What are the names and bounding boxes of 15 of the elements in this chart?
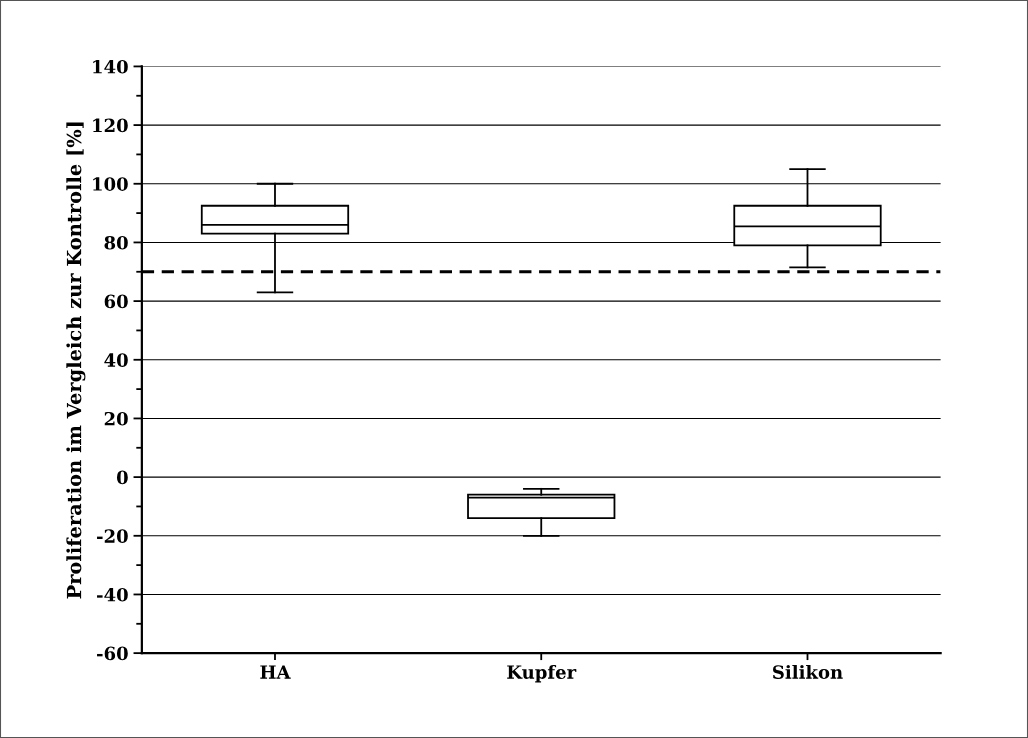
y-axis-title: Proliferation im Vergleich zur Kontrolle [%]	[66, 122, 86, 599]
y-tick-label: 0	[116, 470, 128, 485]
y-tick-label: 60	[104, 294, 128, 309]
y-tick-label: 100	[93, 177, 128, 191]
y-tick-label: -20	[97, 529, 128, 543]
y-tick-label: 80	[104, 235, 128, 250]
y-tick-label: -60	[97, 646, 128, 661]
x-tick-label: Silikon	[773, 664, 843, 679]
x-tick-label: HA	[260, 665, 291, 679]
y-tick-label: 120	[93, 118, 128, 133]
y-tick-label: 20	[104, 411, 128, 426]
y-tick-label: -40	[97, 587, 128, 602]
x-tick-label: Kupfer	[507, 664, 577, 683]
y-tick-label: 140	[93, 59, 128, 74]
y-tick-label: 40	[104, 353, 128, 367]
